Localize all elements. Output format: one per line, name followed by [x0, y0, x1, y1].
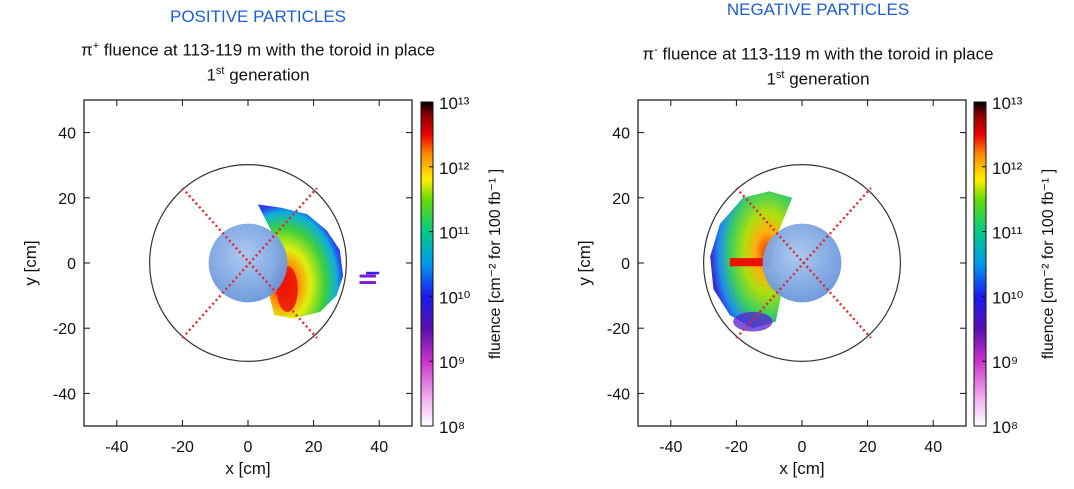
x-tick-label: 0	[244, 439, 253, 456]
plot-content	[703, 164, 902, 363]
fluence-streak	[359, 274, 376, 278]
x-tick-label: 40	[924, 439, 942, 456]
chart-title: π- fluence at 113-119 m with the toroid …	[642, 40, 993, 89]
title-line2-rest: generation	[784, 69, 870, 89]
y-tick-label: 40	[58, 126, 76, 143]
chart-title: π+ fluence at 113-119 m with the toroid …	[81, 36, 435, 85]
y-tick-label: -20	[607, 321, 630, 338]
title-charge: -	[654, 44, 658, 56]
y-tick-label: 20	[58, 191, 76, 208]
y-tick-label: 0	[67, 256, 76, 273]
colorbar-tick-label: 10¹¹	[992, 224, 1023, 243]
y-axis-label: y [cm]	[21, 240, 40, 285]
toroid-circle	[149, 164, 348, 363]
x-tick-label: -40	[105, 439, 128, 456]
colorbar-tick-label: 10¹¹	[439, 224, 470, 243]
fluence-peak	[729, 258, 770, 267]
title-prefix: π	[642, 44, 655, 64]
beam-pipe-disk	[208, 223, 288, 303]
title-prefix: π	[81, 40, 93, 60]
colorbar-tick-label: 10⁸	[992, 418, 1018, 437]
colorbar-tick-label: 10¹³	[992, 94, 1023, 113]
title-rest: fluence at 113-119 m with the toroid in …	[657, 44, 994, 64]
colorbar-label: fluence [cm⁻² for 100 fb⁻¹ ]	[1040, 169, 1057, 359]
colorbar-tick-label: 10⁹	[992, 353, 1018, 372]
colorbar-tick-label: 10⁸	[439, 418, 465, 437]
colorbar-label: fluence [cm⁻² for 100 fb⁻¹ ]	[487, 169, 504, 359]
y-tick-label: 40	[612, 126, 630, 143]
colorbar-tick-label: 10¹⁰	[992, 288, 1024, 307]
panel-header: POSITIVE PARTICLES	[169, 7, 347, 26]
colorbar	[973, 101, 987, 427]
fluence-tail	[733, 311, 773, 332]
panel-positive: POSITIVE PARTICLES π+ fluence at 113-119…	[21, 7, 504, 478]
heatmap-negative: -40 -20 0 20 40 40 20 0 -20 -40 x [cm] y [cm] 10¹³ 10…	[575, 94, 1057, 478]
fluence-streak	[359, 281, 376, 285]
title-rest: fluence at 113-119 m with the toroid in …	[99, 40, 435, 60]
x-tick-label: -40	[659, 439, 682, 456]
plot-content	[149, 164, 380, 363]
colorbar-tick-label: 10¹²	[992, 159, 1023, 178]
x-tick-label: 0	[798, 439, 807, 456]
y-tick-label: -20	[53, 321, 76, 338]
y-tick-label: 20	[612, 191, 630, 208]
x-tick-label: 20	[305, 439, 323, 456]
title-line2-num: 1	[766, 69, 776, 89]
y-axis-label: y [cm]	[575, 240, 594, 285]
diagonal-line	[735, 187, 872, 339]
diagonal-line	[181, 187, 318, 339]
y-tick-label: -40	[53, 386, 76, 403]
title-charge: +	[92, 40, 100, 52]
x-axis-label: x [cm]	[225, 459, 270, 478]
x-tick-label: 20	[859, 439, 877, 456]
colorbar-tick-label: 10¹³	[439, 94, 470, 113]
fluence-streak	[366, 271, 380, 275]
colorbar	[420, 101, 434, 427]
heatmap-positive: -40 -20 0 20 40 40 20 0 -20 -40 x [cm] y [cm] 10¹³ 10…	[21, 94, 504, 478]
panel-negative: NEGATIVE PARTICLES π- fluence at 113-119…	[537, 0, 1074, 489]
x-tick-label: 40	[370, 439, 388, 456]
title-line2-rest: generation	[224, 65, 310, 85]
colorbar-tick-label: 10¹⁰	[439, 288, 471, 307]
panel-header: NEGATIVE PARTICLES	[726, 0, 910, 19]
title-line2-sup: st	[215, 64, 225, 77]
x-axis-label: x [cm]	[779, 459, 824, 478]
title-line2-num: 1	[206, 65, 216, 85]
y-tick-label: 0	[621, 256, 630, 273]
beam-pipe-disk	[762, 223, 842, 303]
colorbar-tick-label: 10¹²	[439, 159, 470, 178]
title-line2-sup: st	[775, 68, 785, 81]
colorbar-tick-label: 10⁹	[439, 353, 465, 372]
toroid-circle	[703, 164, 902, 363]
y-tick-label: -40	[607, 386, 630, 403]
x-tick-label: -20	[171, 439, 194, 456]
x-tick-label: -20	[725, 439, 748, 456]
